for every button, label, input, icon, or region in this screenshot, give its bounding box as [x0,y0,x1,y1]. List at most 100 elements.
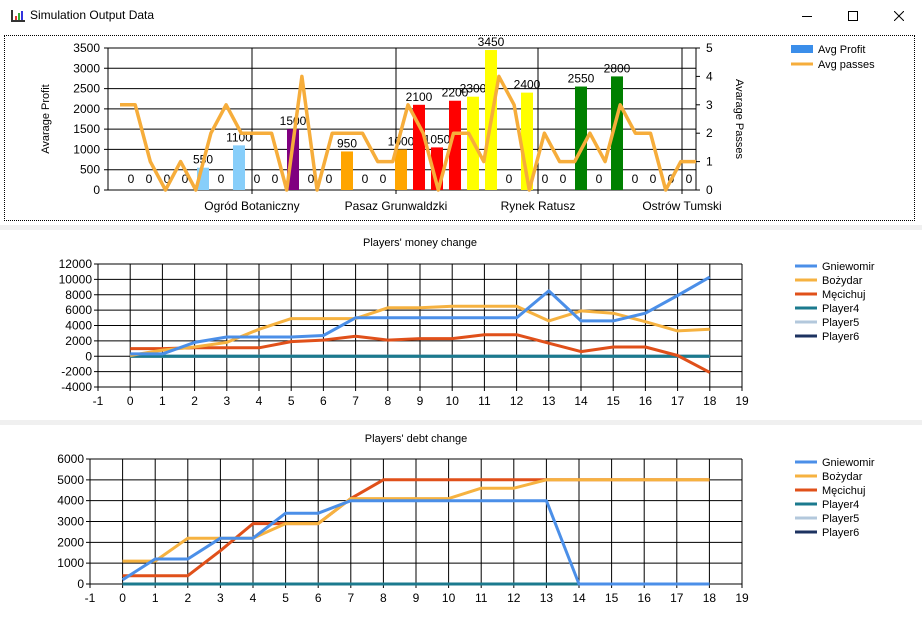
bar-value-label: 0 [506,172,513,186]
x-tick-label: 7 [347,591,354,605]
x-tick-label: 4 [250,591,257,605]
x-tick-label: 18 [703,394,717,408]
y-tick-label: 3000 [57,515,84,529]
profit-bar [233,145,245,190]
y-tick-label: 3500 [73,41,100,55]
legend-label: Avg Profit [818,44,866,56]
x-tick-label: 10 [442,591,456,605]
bar-value-label: 0 [128,172,135,186]
x-tick-label: 12 [507,591,521,605]
bar-value-label: 2200 [442,86,469,100]
x-tick-label: 5 [282,591,289,605]
x-tick-label: Rynek Ratusz [501,199,576,213]
y-axis-title: Avarage Profit [40,84,52,154]
bar-value-label: 2300 [460,82,487,96]
y-tick-label: 2000 [57,535,84,549]
y-tick-label: 5000 [57,473,84,487]
x-tick-label: 9 [413,591,420,605]
bar-value-label: 2100 [406,90,433,104]
bar-value-label: 0 [146,172,153,186]
x-tick-label: 13 [542,394,556,408]
y-tick-label: 4000 [57,494,84,508]
y-tick-label: 2000 [73,102,100,116]
y-tick-label: 3000 [73,61,100,75]
y-tick-label: 1000 [73,142,100,156]
legend-label: Męcichuj [822,485,865,497]
app-icon [11,10,25,22]
bar-value-label: 0 [650,172,657,186]
y-tick-label: 2500 [73,82,100,96]
bar-value-label: 2800 [604,61,631,75]
x-tick-label: Pasaz Grunwaldzki [345,199,448,213]
x-tick-label: 7 [352,394,359,408]
bar-value-label: 950 [337,136,357,150]
y-tick-label: -4000 [61,380,92,394]
bar-value-label: 0 [632,172,639,186]
legend-label: Player4 [822,499,859,511]
bar-value-label: 2400 [514,78,541,92]
series-line [130,275,711,356]
x-tick-label: 9 [417,394,424,408]
y-tick-label: 4000 [65,319,92,333]
chart-title: Players' money change [363,237,477,249]
series-line [130,333,711,374]
x-tick-label: 16 [638,591,652,605]
passes-line [120,74,696,192]
legend-swatch [791,45,813,53]
x-tick-label: 4 [256,394,263,408]
bar-value-label: 0 [164,172,171,186]
x-tick-label: 11 [475,591,488,605]
y-tick-label: 0 [77,577,84,591]
profit-bar [395,149,407,190]
panel-divider [0,225,922,230]
x-tick-label: 12 [510,394,524,408]
x-tick-label: 6 [320,394,327,408]
panel-divider [0,420,922,425]
profit-chart-focus-border [4,35,915,221]
profit-bar [449,100,461,190]
y-tick-label: 0 [85,349,92,363]
y-tick-label: 500 [80,163,100,177]
y-tick-label: 0 [93,183,100,197]
profit-bar [575,86,587,190]
y2-tick-label: 5 [706,41,713,55]
bar-value-label: 0 [380,172,387,186]
bar-value-label: 0 [272,172,279,186]
y2-tick-label: 0 [706,183,713,197]
x-tick-label: 19 [735,591,749,605]
minimize-button[interactable] [784,0,830,32]
legend-label: Gniewomir [822,261,875,273]
money-chart[interactable]: Players' money change-4000-2000020004000… [0,230,922,420]
bar-value-label: 2550 [568,72,595,86]
x-tick-label: 14 [574,394,588,408]
x-tick-label: Ostrów Tumski [642,199,721,213]
y-tick-label: 10000 [59,272,93,286]
legend-label: Bożydar [822,471,863,483]
maximize-button[interactable] [830,0,876,32]
y-tick-label: 2000 [65,334,92,348]
x-tick-label: 1 [152,591,159,605]
x-tick-label: 16 [639,394,653,408]
x-tick-label: 1 [159,394,166,408]
y2-tick-label: 1 [706,155,713,169]
x-tick-label: 6 [315,591,322,605]
bar-value-label: 0 [182,172,189,186]
bar-value-label: 1050 [424,132,451,146]
y-tick-label: 1000 [57,556,84,570]
x-tick-label: 3 [217,591,224,605]
legend-label: Bożydar [822,275,863,287]
maximize-icon [848,11,858,21]
x-tick-label: 0 [119,591,126,605]
legend-label: Męcichuj [822,289,865,301]
legend-label: Avg passes [818,59,875,71]
y2-tick-label: 4 [706,69,713,83]
debt-chart[interactable]: Players' debt change 0 1000 2000 3000 4000 500… [0,425,922,621]
legend-label: Player6 [822,527,859,539]
title-bar[interactable]: Simulation Output Data [0,0,922,32]
bar-value-label: 0 [542,172,549,186]
y2-tick-label: 3 [706,98,713,112]
x-tick-label: 8 [384,394,391,408]
x-tick-label: 14 [572,591,586,605]
close-button[interactable] [876,0,922,32]
